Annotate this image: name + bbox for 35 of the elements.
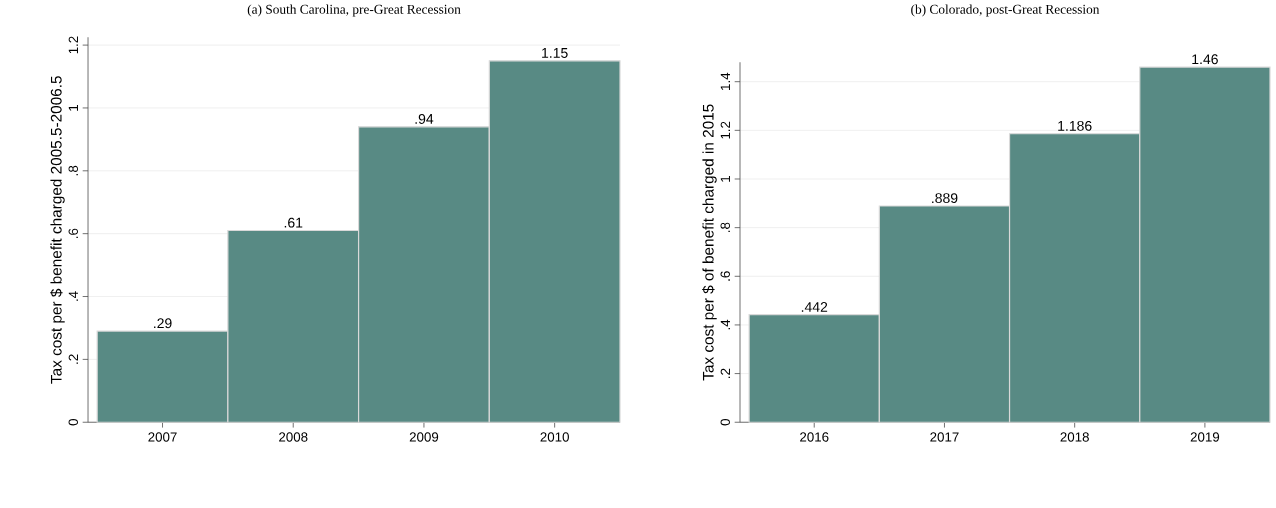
y-tick-label: 0 xyxy=(68,418,78,426)
y-tick-label: .2 xyxy=(720,368,730,378)
chart-title: (b) Colorado, post-Great Recession xyxy=(911,4,1100,17)
y-tick-label: 1.2 xyxy=(720,121,730,139)
y-tick-label: .8 xyxy=(68,165,78,176)
data-label: .29 xyxy=(154,318,172,329)
x-tick-label: 2017 xyxy=(930,432,959,442)
data-label: 1.15 xyxy=(542,48,568,58)
x-tick-label: 2007 xyxy=(148,432,177,442)
y-tick-label: 1 xyxy=(720,175,730,182)
y-tick-label: .6 xyxy=(720,271,730,281)
y-axis-title: Tax cost per $ benefit charged 2005.5-2006.5 xyxy=(50,76,65,384)
y-tick-label: 1.4 xyxy=(720,72,730,90)
data-label: .94 xyxy=(415,113,434,124)
x-tick-label: 2010 xyxy=(540,432,569,442)
y-tick-label: .4 xyxy=(720,319,730,330)
x-tick-label: 2016 xyxy=(800,432,829,442)
data-label: 1.186 xyxy=(1058,120,1092,131)
y-tick-label: .2 xyxy=(68,354,78,364)
y-tick-label: .6 xyxy=(68,228,78,238)
y-tick-label: 1 xyxy=(68,104,78,111)
data-label: .889 xyxy=(932,193,958,203)
x-tick-label: 2019 xyxy=(1190,432,1220,442)
y-tick-label: 0 xyxy=(720,418,730,426)
x-tick-label: 2009 xyxy=(409,432,439,442)
y-axis-title: Tax cost per $ of benefit charged in 2015 xyxy=(702,104,717,381)
data-label: .61 xyxy=(284,217,303,228)
chart-title: (a) South Carolina, pre-Great Recession xyxy=(247,4,461,17)
y-tick-label: .4 xyxy=(68,291,78,301)
y-tick-label: 1.2 xyxy=(68,36,78,54)
x-tick-label: 2018 xyxy=(1060,432,1089,442)
data-label: 1.46 xyxy=(1192,54,1218,65)
data-label: .442 xyxy=(801,301,828,312)
y-tick-label: .8 xyxy=(720,222,730,232)
x-tick-label: 2008 xyxy=(279,432,308,442)
